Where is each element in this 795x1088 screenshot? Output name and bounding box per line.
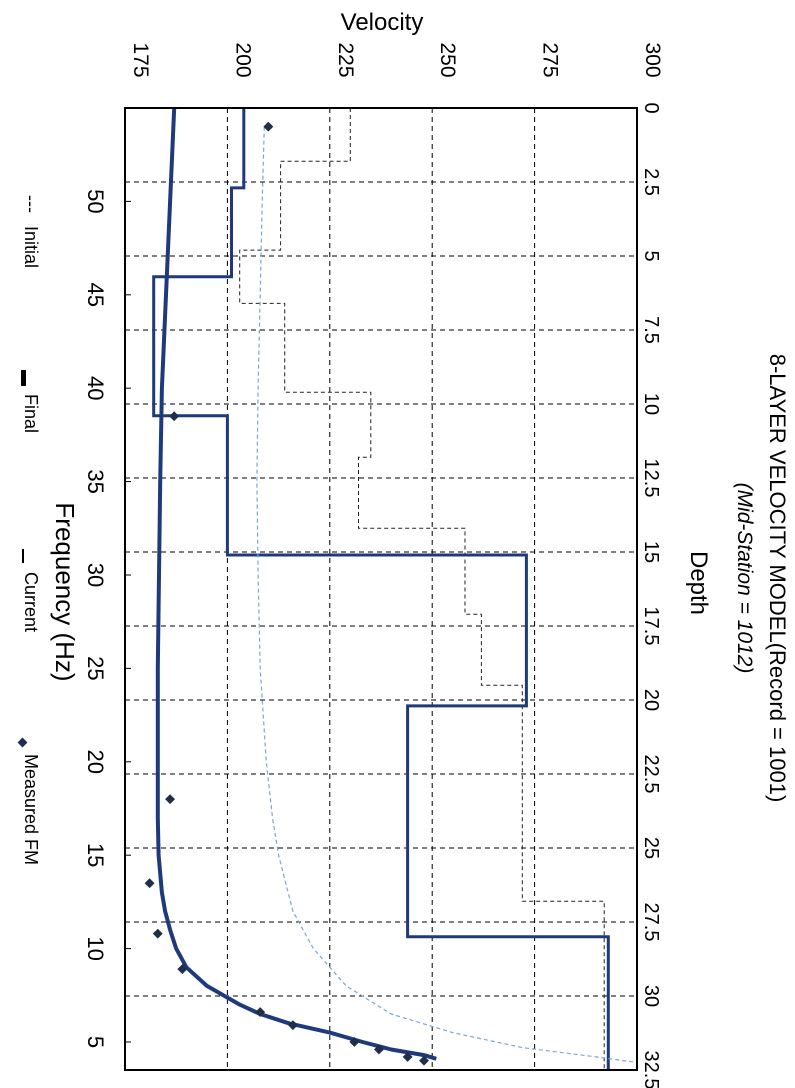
frequency-tick-label: 25: [83, 656, 108, 680]
velocity-tick-label: 300: [641, 42, 664, 77]
frequency-tick-label: 45: [83, 283, 108, 307]
frequency-tick-label: 35: [83, 469, 108, 493]
chart-title: 8-LAYER VELOCITY MODEL(Record = 1001): [765, 354, 790, 803]
measured-fm-point: [177, 964, 188, 975]
final-dispersion-curve: [155, 107, 437, 1061]
frequency-tick-label: 40: [83, 376, 108, 400]
grid-lines: [125, 108, 637, 1070]
legend-current-swatch: [22, 549, 24, 563]
depth-tick-label: 0: [640, 102, 662, 113]
legend-current-label: Current: [21, 572, 41, 632]
measured-fm-point: [287, 1020, 298, 1031]
depth-tick-label: 32.5: [640, 1051, 662, 1088]
measured-fm-point: [169, 411, 180, 422]
frequency-tick-label: 30: [83, 563, 108, 587]
legend-initial-label: Initial: [21, 226, 41, 268]
frequency-tick-label: 20: [83, 750, 108, 774]
final-velocity-profile: [152, 108, 610, 1070]
measured-fm-point: [419, 1055, 429, 1066]
depth-axis-title: Depth: [685, 551, 712, 615]
legend-initial-swatch: ---: [21, 195, 41, 213]
measured-fm-point: [144, 878, 155, 889]
depth-tick-label: 22.5: [640, 755, 662, 794]
velocity-tick-label: 200: [231, 42, 254, 77]
depth-tick-label: 10: [640, 393, 662, 415]
measured-fm-point: [255, 1007, 266, 1018]
depth-tick-label: 12.5: [640, 459, 662, 498]
depth-tick-label: 25: [640, 837, 662, 859]
depth-tick-label: 27.5: [640, 903, 662, 942]
plot-frame: [124, 107, 638, 1071]
tick-labels: 175 200 225 250 275 300 0 2.5 5 7.5 10 12.5 15 17.5 20…: [83, 42, 664, 1088]
data-series: [144, 107, 638, 1070]
frequency-tick-label: 50: [83, 189, 108, 213]
chart-subtitle: (Mid-Station = 1012): [733, 483, 756, 674]
legend-measured-label: Measured FM: [21, 754, 41, 865]
depth-tick-label: 20: [640, 689, 662, 711]
current-dispersion-curve: [256, 126, 638, 1064]
frequency-tick-label: 10: [83, 936, 108, 960]
frequency-tick-label: 5: [83, 1036, 108, 1048]
depth-tick-label: 2.5: [640, 168, 662, 196]
depth-tick-label: 5: [640, 250, 662, 261]
velocity-tick-label: 250: [436, 42, 459, 77]
measured-fm-point: [349, 1037, 360, 1047]
velocity-tick-label: 175: [129, 42, 152, 77]
initial-velocity-profile: [239, 108, 605, 1070]
depth-tick-label: 7.5: [640, 316, 662, 344]
legend-measured-swatch: [17, 737, 28, 748]
measured-fm-point: [165, 794, 176, 805]
velocity-tick-label: 225: [334, 42, 357, 77]
velocity-axis-title: Velocity: [341, 9, 424, 36]
legend-final-swatch: [21, 370, 26, 386]
measured-fm-point: [152, 928, 163, 939]
measured-fm-point: [402, 1051, 413, 1062]
velocity-tick-label: 275: [539, 42, 562, 77]
frequency-axis-title: Frequency (Hz): [50, 502, 80, 681]
frequency-tick-label: 15: [83, 843, 108, 867]
legend-final-label: Final: [21, 394, 41, 433]
measured-fm-point: [263, 121, 274, 132]
legend: --- Initial Final Current Measured FM: [17, 195, 41, 865]
measured-fm-point: [374, 1044, 384, 1055]
depth-tick-label: 15: [640, 541, 662, 563]
depth-tick-label: 30: [640, 985, 662, 1007]
depth-tick-label: 17.5: [640, 607, 662, 646]
